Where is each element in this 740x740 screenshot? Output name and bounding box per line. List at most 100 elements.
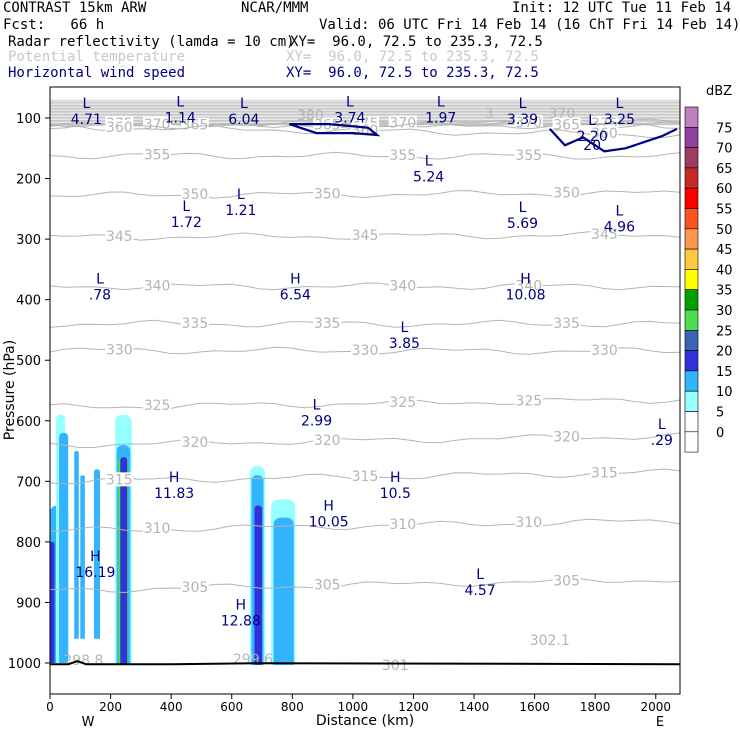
colorbar-level-label: 40 <box>716 263 733 278</box>
colorbar-level-label: 20 <box>716 345 733 360</box>
theta-contour-label: 305 <box>314 578 341 594</box>
colorbar-level-label: 75 <box>716 121 733 136</box>
terrain-line <box>50 660 680 666</box>
theta-contour-label: 335 <box>553 316 580 332</box>
theta-label-bg <box>514 148 543 163</box>
theta-label-bg <box>552 315 581 330</box>
x-tick-label: 1200 <box>398 700 429 714</box>
theta-extra-label: 380 <box>297 108 324 124</box>
theta-contour-label: 330 <box>106 343 133 359</box>
theta-label-bg <box>590 343 619 358</box>
theta-contour-label: 325 <box>515 393 542 409</box>
theta-contour-label: 330 <box>352 343 379 359</box>
y-tick-label: 1000 <box>8 657 41 672</box>
theta-label-bg <box>143 398 172 413</box>
colorbar-level-label: 45 <box>716 243 733 258</box>
reflectivity-cell <box>254 505 263 665</box>
colorbar-swatch <box>684 228 699 250</box>
theta-label-bg <box>388 278 417 293</box>
hl-marker: H <box>390 470 401 486</box>
colorbar-level-label: 25 <box>716 324 733 339</box>
hl-value-label: .29 <box>651 433 673 449</box>
colorbar-level-label: 10 <box>716 385 733 400</box>
colorbar-swatch <box>684 350 699 372</box>
hl-marker: H <box>90 549 101 565</box>
theta-label-bg <box>143 521 172 536</box>
hl-value-label: .78 <box>89 288 111 304</box>
theta-extra-label: 301 <box>382 658 409 674</box>
hl-marker: L <box>346 95 354 111</box>
theta-contour-label: 350 <box>314 186 341 202</box>
reflectivity-cell <box>50 541 55 663</box>
y-tick-label: 500 <box>16 354 41 369</box>
wind-contour-jet-right-edge <box>548 127 678 153</box>
colorbar-swatch <box>684 187 699 209</box>
hl-value-label: 20 <box>583 138 601 154</box>
theta-contour-label: 340 <box>389 278 416 294</box>
theta-label-bg <box>180 186 209 201</box>
y-tick-label: 900 <box>16 596 41 611</box>
theta-label-bg <box>105 472 134 487</box>
theta-label-bg <box>313 315 342 330</box>
theta-contour-label: 350 <box>553 186 580 202</box>
hl-value-label: 4.71 <box>71 112 102 128</box>
theta-contour <box>50 432 680 449</box>
colorbar-swatch <box>684 390 699 412</box>
theta-contour-label: 370 <box>389 116 416 132</box>
direction-east: E <box>656 715 664 730</box>
colorbar-level-label: 0 <box>716 426 724 441</box>
field3-name: Horizontal wind speed <box>8 65 186 81</box>
theta-contour-label: 305 <box>182 580 209 596</box>
hl-value-label: 12.88 <box>221 613 261 629</box>
hl-value-label: 3.25 <box>604 112 635 128</box>
hl-value-label: 10.08 <box>505 288 545 304</box>
theta-label-bg <box>313 186 342 201</box>
theta-contour-label: 320 <box>314 433 341 449</box>
colorbar-swatch <box>684 370 699 392</box>
field1-xy: XY= 96.0, 72.5 to 235.3, 72.5 <box>290 34 543 50</box>
colorbar-level-label: 55 <box>716 203 733 218</box>
colorbar-swatch <box>684 167 699 189</box>
theta-label-bg <box>590 227 619 242</box>
hl-marker: L <box>519 200 527 216</box>
hl-marker: L <box>519 96 527 112</box>
reflectivity-cell <box>93 469 100 639</box>
colorbar-swatch <box>684 289 699 311</box>
hl-marker: L <box>400 320 408 336</box>
hl-value-label: 6.04 <box>228 112 259 128</box>
theta-contour-label: 355 <box>389 148 416 164</box>
hl-value-label: 3.74 <box>334 111 365 127</box>
hl-value-label: 3.85 <box>389 336 420 352</box>
hl-marker: L <box>476 567 484 583</box>
y-tick-label: 700 <box>16 475 41 490</box>
theta-contour-label: 340 <box>144 278 171 294</box>
hl-value-label: 10.5 <box>380 486 411 502</box>
colorbar-swatch <box>684 309 699 331</box>
theta-contour <box>50 319 680 328</box>
theta-label-bg <box>351 342 379 357</box>
y-tick-label: 100 <box>16 112 41 127</box>
theta-label-bg <box>388 147 417 162</box>
colorbar-swatch <box>684 329 699 351</box>
theta-label-bg <box>105 119 134 134</box>
theta-contour-label: 365 <box>182 118 209 134</box>
theta-contour-label: 340 <box>515 278 542 294</box>
theta-label-bg <box>351 468 379 483</box>
hl-marker: H <box>520 272 531 288</box>
x-tick-label: 600 <box>220 700 243 714</box>
theta-contour-label: 365 <box>553 117 580 133</box>
theta-contour <box>50 190 680 199</box>
theta-contour-label: 320 <box>182 435 209 451</box>
theta-contour-label: 355 <box>515 148 542 164</box>
theta-label-bg <box>552 573 581 588</box>
theta-extra-label: 298.8 <box>63 653 103 669</box>
x-tick-label: 1800 <box>580 700 611 714</box>
colorbar-level-label: 5 <box>716 406 724 421</box>
hl-value-label: 4.96 <box>604 220 635 236</box>
y-tick-label: 200 <box>16 173 41 188</box>
x-tick-label: 400 <box>160 700 183 714</box>
colorbar-level-label: 35 <box>716 284 733 299</box>
y-tick-label: 300 <box>16 233 41 248</box>
theta-contour-label: 370 <box>515 115 542 131</box>
